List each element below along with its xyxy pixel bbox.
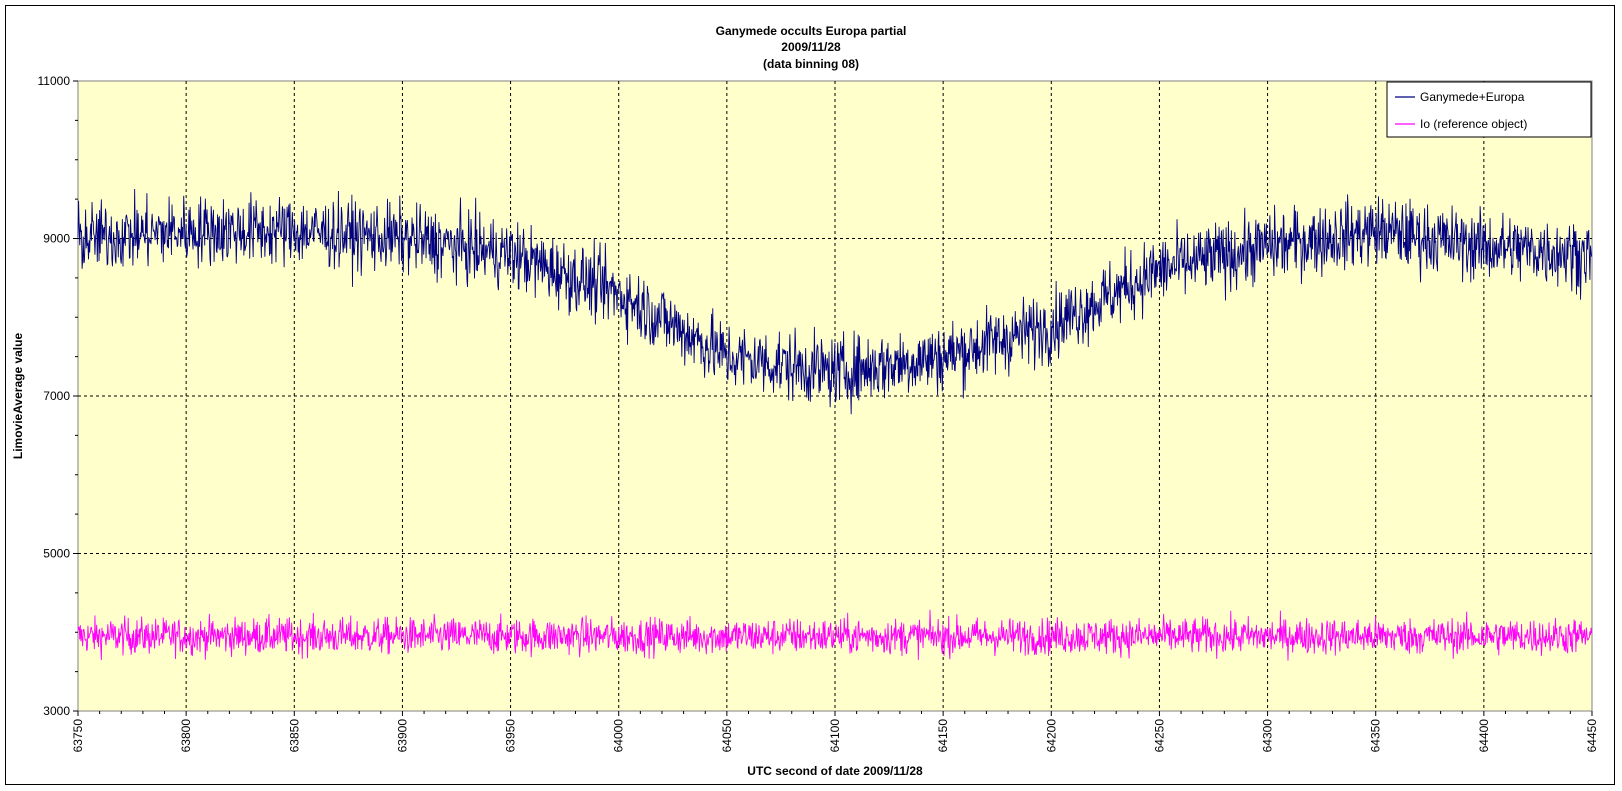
x-tick-label: 64450 xyxy=(1585,719,1599,753)
y-tick-label: 3000 xyxy=(43,704,70,718)
x-tick-label: 64100 xyxy=(828,719,842,753)
y-tick-label: 9000 xyxy=(43,232,70,246)
x-tick-label: 63750 xyxy=(71,719,85,753)
x-axis: 63750 63800 63850 63900 63950 64000 64050 64100… xyxy=(71,711,1599,752)
grid xyxy=(78,81,1592,711)
x-tick-label: 64150 xyxy=(936,719,950,753)
x-tick-label: 63950 xyxy=(504,719,518,753)
legend-label-io: Io (reference object) xyxy=(1420,117,1527,131)
x-axis-label: UTC second of date 2009/11/28 xyxy=(747,764,923,778)
y-tick-label: 11000 xyxy=(38,74,71,88)
x-tick-label: 63900 xyxy=(395,719,409,753)
x-tick-label: 64200 xyxy=(1044,719,1058,753)
x-tick-label: 63800 xyxy=(179,719,193,753)
y-axis-label: LimovieAverage value xyxy=(11,333,25,460)
x-tick-label: 64300 xyxy=(1261,719,1275,753)
x-tick-label: 64250 xyxy=(1152,719,1166,753)
x-tick-label: 64050 xyxy=(720,719,734,753)
x-tick-label: 64400 xyxy=(1477,719,1491,753)
x-tick-label: 64000 xyxy=(612,719,626,753)
legend-label-ganymede-europa: Ganymede+Europa xyxy=(1420,90,1525,104)
series-line-io xyxy=(77,609,1593,661)
legend-box xyxy=(1386,81,1592,138)
series-layer xyxy=(77,188,1593,661)
x-tick-label: 63850 xyxy=(287,719,301,753)
legend: Ganymede+Europa Io (reference object) xyxy=(1386,81,1592,138)
chart-title-line-1: Ganymede occults Europa partial xyxy=(716,24,907,38)
y-tick-label: 5000 xyxy=(43,547,70,561)
series-line-ganymede-europa xyxy=(77,188,1593,415)
x-tick-label: 64350 xyxy=(1369,719,1383,753)
chart-title-line-3: (data binning 08) xyxy=(763,57,859,71)
y-tick-label: 7000 xyxy=(43,389,70,403)
chart-title-line-2: 2009/11/28 xyxy=(781,40,841,54)
y-axis: 3000 5000 7000 9000 11000 xyxy=(38,74,78,718)
